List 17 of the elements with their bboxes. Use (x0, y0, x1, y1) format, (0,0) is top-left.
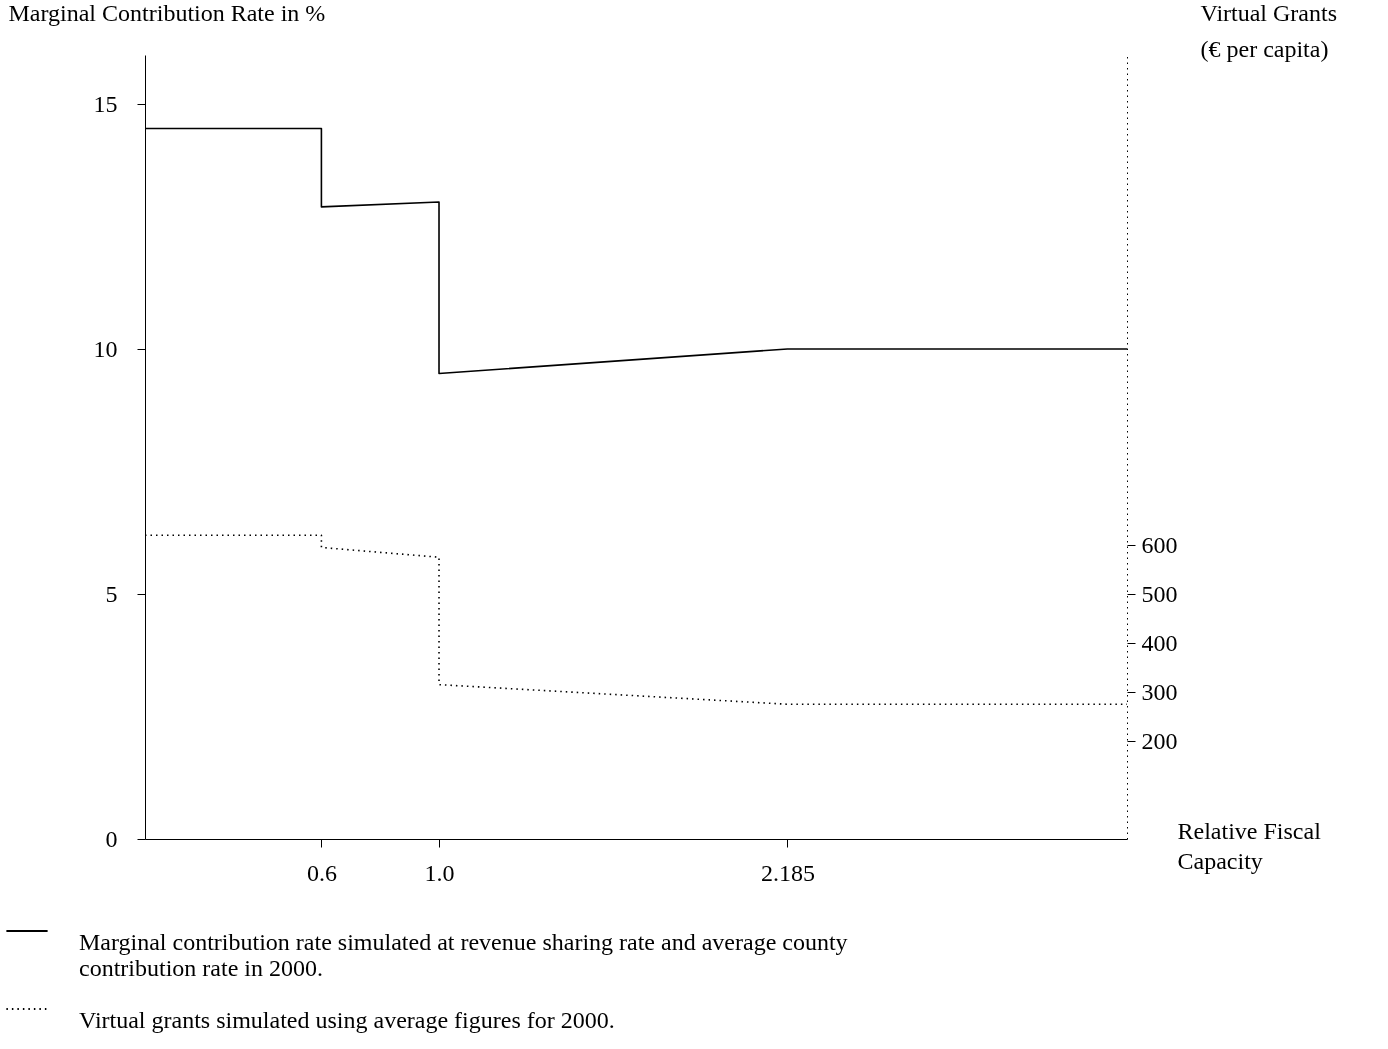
y-tick-label: 5 (105, 580, 118, 607)
legend-label: Virtual grants simulated using average figures for 2000. (79, 1007, 615, 1033)
x-tick-label: 0.6 (306, 859, 337, 886)
y2-tick-label: 500 (1141, 580, 1178, 607)
y2-tick-label: 300 (1141, 678, 1178, 705)
x-axis-title: Relative Fiscal Capacity (1177, 817, 1322, 874)
y2-tick-label: 200 (1141, 727, 1178, 754)
y-tick-label: 15 (93, 90, 118, 117)
y2-tick-label: 400 (1141, 629, 1178, 656)
y-tick-label: 0 (105, 825, 118, 852)
x-tick-label: 1.0 (424, 859, 455, 886)
x-tick-label: 2.185 (760, 859, 815, 886)
y2-tick-label: 600 (1141, 531, 1178, 558)
y-axis-title: Marginal Contribution Rate in % (8, 0, 326, 26)
y2-axis-title: Virtual Grants (€ per capita) (1200, 0, 1338, 62)
y-tick-label: 10 (93, 335, 118, 362)
legend-label: Marginal contribution rate simulated at revenue sharing rate and average county contribution rate in 2000. (79, 929, 848, 981)
